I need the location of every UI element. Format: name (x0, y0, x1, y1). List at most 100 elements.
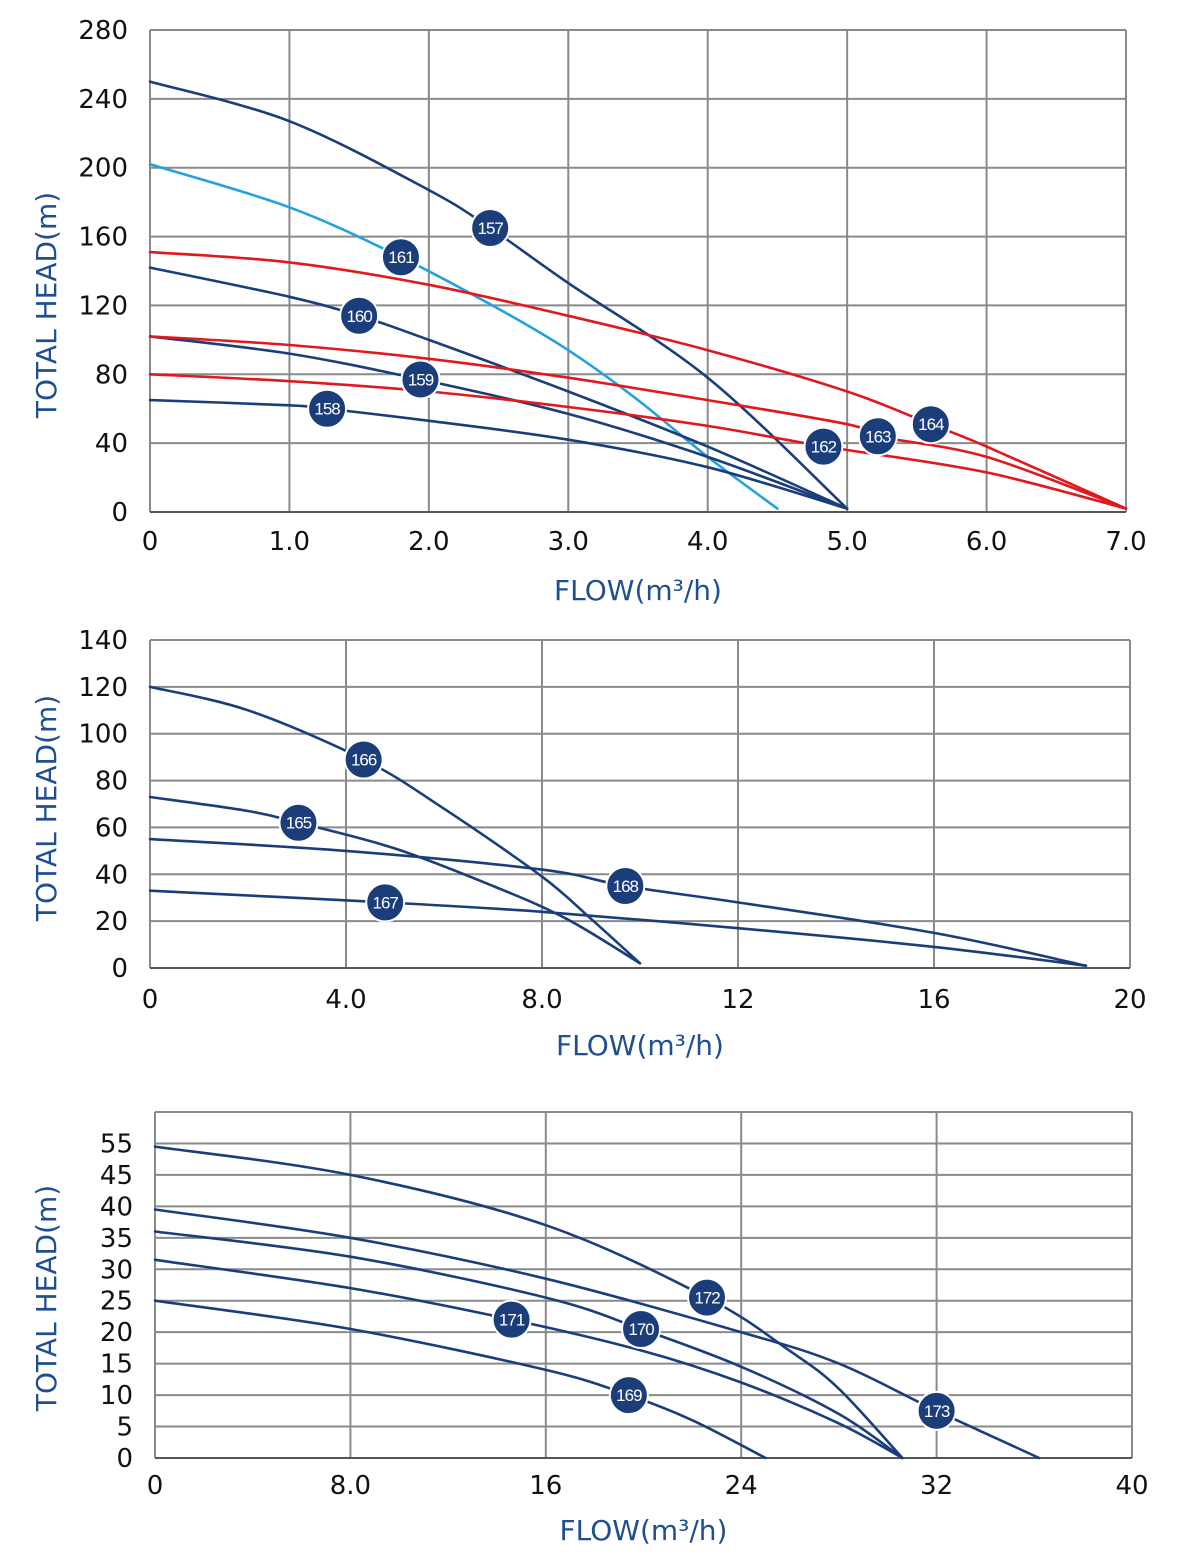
curve-label-text: 163 (865, 427, 891, 446)
y-tick-label: 0 (111, 498, 128, 528)
y-tick-label: 45 (100, 1161, 133, 1191)
y-tick-label: 20 (100, 1318, 133, 1348)
curve-label-165: 165 (278, 802, 319, 843)
curve-label-badge (365, 882, 406, 923)
curve-label-badge (608, 1375, 649, 1416)
curve-label-text: 166 (351, 750, 377, 769)
x-tick-label: 7.0 (1105, 527, 1146, 557)
y-tick-label: 35 (100, 1224, 133, 1254)
x-tick-label: 1.0 (269, 527, 310, 557)
y-tick-label: 160 (78, 223, 128, 253)
x-tick-label: 24 (725, 1471, 758, 1501)
curve-label-160: 160 (339, 295, 380, 336)
curve-label-badge (491, 1299, 532, 1340)
curve-label-badge (857, 416, 898, 457)
curve-161 (148, 163, 779, 510)
y-tick-label: 240 (78, 85, 128, 115)
y-axis-label: TOTAL HEAD(m) (30, 192, 63, 419)
y-tick-label: 80 (95, 360, 128, 390)
x-axis-label: FLOW(m³/h) (556, 1029, 724, 1062)
curve-label-badge (910, 404, 951, 445)
y-axis-label: TOTAL HEAD(m) (30, 1185, 63, 1412)
curve-label-text: 167 (373, 893, 399, 912)
y-tick-label: 140 (78, 626, 128, 656)
curve-label-159: 159 (400, 359, 441, 400)
x-tick-label: 2.0 (408, 527, 449, 557)
curve-label-171: 171 (491, 1299, 532, 1340)
curve-label-170: 170 (621, 1309, 662, 1350)
curve-label-text: 168 (613, 877, 639, 896)
curve-160 (148, 266, 849, 510)
curve-label-badge (916, 1390, 957, 1431)
curve-label-166: 166 (343, 739, 384, 780)
y-tick-label: 280 (78, 16, 128, 46)
x-tick-label: 8.0 (521, 985, 562, 1015)
curve-166 (148, 685, 642, 965)
y-tick-label: 80 (95, 767, 128, 797)
curve-157 (148, 80, 849, 510)
curve-169 (153, 1299, 767, 1460)
curve-label-158: 158 (307, 388, 348, 429)
curve-label-text: 157 (478, 219, 504, 238)
curve-158 (148, 398, 849, 510)
curve-label-157: 157 (470, 207, 511, 248)
curve-label-text: 165 (286, 814, 312, 833)
curve-164 (148, 250, 1128, 510)
y-tick-label: 40 (100, 1192, 133, 1222)
curve-172 (153, 1145, 904, 1460)
x-tick-label: 0 (142, 527, 159, 557)
curve-label-text: 159 (408, 370, 434, 389)
x-tick-label: 6.0 (966, 527, 1007, 557)
x-tick-label: 32 (920, 1471, 953, 1501)
x-tick-label: 4.0 (325, 985, 366, 1015)
x-tick-label: 3.0 (548, 527, 589, 557)
curve-label-text: 164 (918, 415, 944, 434)
chart-panel-top: 0 1.0 2.0 3.0 4.0 5.0 6.0 7.0 0 40 80 120 160 200 240 2… (30, 16, 1147, 607)
curve-label-161: 161 (380, 237, 421, 278)
y-tick-label: 30 (100, 1255, 133, 1285)
curve-label-badge (621, 1309, 662, 1350)
curve-label-167: 167 (365, 882, 406, 923)
curve-label-text: 161 (388, 248, 414, 267)
y-axis-label: TOTAL HEAD(m) (30, 695, 63, 922)
curve-label-text: 171 (499, 1311, 525, 1330)
x-tick-label: 5.0 (826, 527, 867, 557)
curve-label-163: 163 (857, 416, 898, 457)
y-tick-label: 20 (95, 907, 128, 937)
y-tick-label: 0 (116, 1444, 133, 1474)
curve-label-badge (380, 237, 421, 278)
x-tick-label: 4.0 (687, 527, 728, 557)
curve-label-badge (400, 359, 441, 400)
x-tick-label: 40 (1115, 1471, 1148, 1501)
y-tick-label: 0 (111, 954, 128, 984)
y-tick-label: 5 (116, 1413, 133, 1443)
curve-label-badge (343, 739, 384, 780)
chart-panel-middle: 0 4.0 8.0 12 16 20 0 20 40 60 80 100 120 140 FLOW(m³/h… (30, 626, 1147, 1062)
curve-label-text: 162 (811, 438, 837, 457)
curve-label-168: 168 (605, 866, 646, 906)
curve-165 (148, 795, 642, 965)
curve-label-text: 158 (314, 400, 340, 419)
curve-label-badge (687, 1277, 728, 1318)
curve-label-169: 169 (608, 1375, 649, 1416)
y-tick-label: 120 (78, 291, 128, 321)
curve-label-badge (803, 426, 844, 467)
curve-label-text: 172 (694, 1289, 720, 1308)
y-tick-label: 15 (100, 1350, 133, 1380)
curve-171 (153, 1258, 904, 1460)
chart-panel-bottom: 0 8.0 16 24 32 4005101520253035404555FLOW(m³/… (30, 1111, 1149, 1547)
curve-label-173: 173 (916, 1390, 957, 1431)
x-tick-label: 12 (721, 985, 754, 1015)
y-tick-label: 55 (100, 1129, 133, 1159)
curve-170 (153, 1230, 904, 1460)
curve-162 (148, 373, 1128, 510)
y-tick-label: 40 (95, 429, 128, 459)
x-tick-label: 20 (1113, 985, 1146, 1015)
curve-label-172: 172 (687, 1277, 728, 1318)
x-tick-label: 16 (529, 1471, 562, 1501)
curve-label-text: 173 (924, 1402, 950, 1421)
curve-label-164: 164 (910, 404, 951, 445)
y-tick-label: 100 (78, 720, 128, 750)
y-tick-label: 60 (95, 813, 128, 843)
